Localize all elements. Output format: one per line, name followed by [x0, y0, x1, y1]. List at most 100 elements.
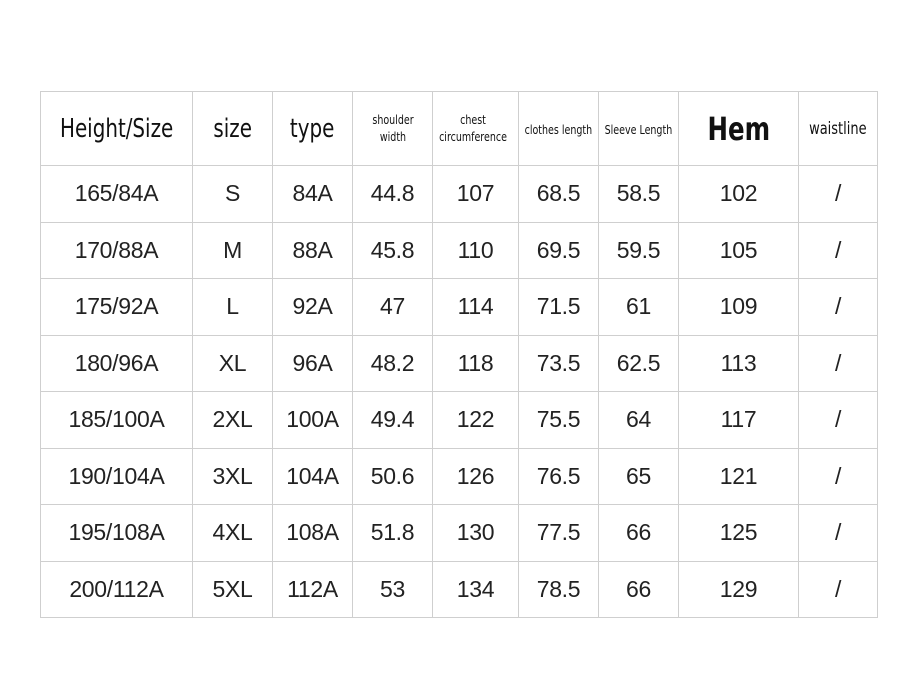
table-cell: L	[192, 278, 273, 336]
table-cell: 107	[432, 165, 519, 223]
table-row: 165/84A S 84A 44.8 107 68.5 58.5 102/	[40, 165, 878, 223]
header-label: chest circumference	[439, 112, 507, 144]
table-cell: 66	[598, 504, 679, 562]
table-cell: 65	[598, 447, 679, 505]
table-cell: 5XL	[192, 560, 273, 618]
table-row: 185/100A 2XL 100A 49.4 122 75.5 64 117/	[40, 391, 878, 449]
table-cell: /	[798, 221, 878, 279]
table-cell: 62.5	[598, 334, 679, 392]
table-cell: 190/104A	[40, 447, 193, 505]
table-cell: 2XL	[192, 391, 273, 449]
table-cell: 78.5	[518, 560, 599, 618]
table-cell: 96A	[272, 334, 353, 392]
table-cell: 48.2	[352, 334, 433, 392]
header-label: waistline	[809, 118, 867, 139]
table-cell: 51.8	[352, 504, 433, 562]
table-cell: 84A	[272, 165, 353, 223]
table-cell: 129	[678, 560, 799, 618]
table-cell: 50.6	[352, 447, 433, 505]
table-row: 170/88A M 88A 45.8 110 69.5 59.5 105/	[40, 221, 878, 279]
table-cell: 88A	[272, 221, 353, 279]
header-chest-circumference: chest circumference	[432, 91, 519, 166]
table-cell: 68.5	[518, 165, 599, 223]
table-cell: /	[798, 334, 878, 392]
table-cell: 92A	[272, 278, 353, 336]
table-cell: 44.8	[352, 165, 433, 223]
table-cell: 180/96A	[40, 334, 193, 392]
table-cell: /	[798, 560, 878, 618]
header-label: type	[290, 113, 335, 144]
table-row: 180/96A XL 96A 48.2 118 73.5 62.5 113/	[40, 334, 878, 392]
header-sleeve-length: Sleeve Length	[598, 91, 679, 166]
table-cell: 100A	[272, 391, 353, 449]
table-cell: 109	[678, 278, 799, 336]
table-cell: 130	[432, 504, 519, 562]
header-label: shoulder width	[371, 112, 414, 144]
table-cell: 47	[352, 278, 433, 336]
size-chart-table: Height/Size size type shoulder width che…	[40, 91, 878, 618]
header-type: type	[272, 91, 353, 166]
table-row: 190/104A 3XL 104A 50.6 126 76.5 65 121/	[40, 447, 878, 505]
header-label: size	[213, 113, 252, 144]
header-hem: Hem	[678, 91, 799, 166]
header-row: Height/Size size type shoulder width che…	[40, 91, 878, 166]
table-cell: /	[798, 165, 878, 223]
table-cell: 71.5	[518, 278, 599, 336]
header-shoulder-width: shoulder width	[352, 91, 433, 166]
table-cell: 105	[678, 221, 799, 279]
table-cell: 114	[432, 278, 519, 336]
table-row: 200/112A 5XL 112A 53 134 78.5 66 129/	[40, 560, 878, 618]
header-size: size	[192, 91, 273, 166]
table-cell: 113	[678, 334, 799, 392]
table-cell: 122	[432, 391, 519, 449]
table-cell: 104A	[272, 447, 353, 505]
table-cell: 170/88A	[40, 221, 193, 279]
table-cell: 45.8	[352, 221, 433, 279]
table-row: 175/92A L 92A 47 114 71.5 61 109/	[40, 278, 878, 336]
table-cell: XL	[192, 334, 273, 392]
header-label: clothes length	[524, 122, 593, 137]
table-cell: 125	[678, 504, 799, 562]
table-cell: 73.5	[518, 334, 599, 392]
table-cell: 126	[432, 447, 519, 505]
table-cell: 121	[678, 447, 799, 505]
header-label: Hem	[707, 109, 770, 148]
table-cell: 195/108A	[40, 504, 193, 562]
table-cell: 49.4	[352, 391, 433, 449]
table-cell: 102	[678, 165, 799, 223]
table-cell: 200/112A	[40, 560, 193, 618]
table-cell: 64	[598, 391, 679, 449]
header-waistline: waistline	[798, 91, 878, 166]
table-cell: 76.5	[518, 447, 599, 505]
table-cell: 185/100A	[40, 391, 193, 449]
table-cell: 59.5	[598, 221, 679, 279]
table-cell: 117	[678, 391, 799, 449]
table-cell: 175/92A	[40, 278, 193, 336]
table-cell: 58.5	[598, 165, 679, 223]
table-cell: 69.5	[518, 221, 599, 279]
table-cell: /	[798, 391, 878, 449]
header-clothes-length: clothes length	[518, 91, 599, 166]
table-cell: 61	[598, 278, 679, 336]
table-cell: 77.5	[518, 504, 599, 562]
table-cell: 4XL	[192, 504, 273, 562]
table-cell: S	[192, 165, 273, 223]
table-cell: /	[798, 278, 878, 336]
table-cell: 112A	[272, 560, 353, 618]
table-cell: M	[192, 221, 273, 279]
table-cell: 3XL	[192, 447, 273, 505]
table-cell: 53	[352, 560, 433, 618]
header-label: Height/Size	[59, 113, 174, 144]
header-height-size: Height/Size	[40, 91, 193, 166]
table-cell: 66	[598, 560, 679, 618]
table-row: 195/108A 4XL 108A 51.8 130 77.5 66 125/	[40, 504, 878, 562]
table-cell: 134	[432, 560, 519, 618]
table-cell: 110	[432, 221, 519, 279]
table-cell: /	[798, 504, 878, 562]
table-cell: 75.5	[518, 391, 599, 449]
table-cell: /	[798, 447, 878, 505]
table-cell: 165/84A	[40, 165, 193, 223]
header-label: Sleeve Length	[604, 122, 673, 137]
table-cell: 118	[432, 334, 519, 392]
table-cell: 108A	[272, 504, 353, 562]
